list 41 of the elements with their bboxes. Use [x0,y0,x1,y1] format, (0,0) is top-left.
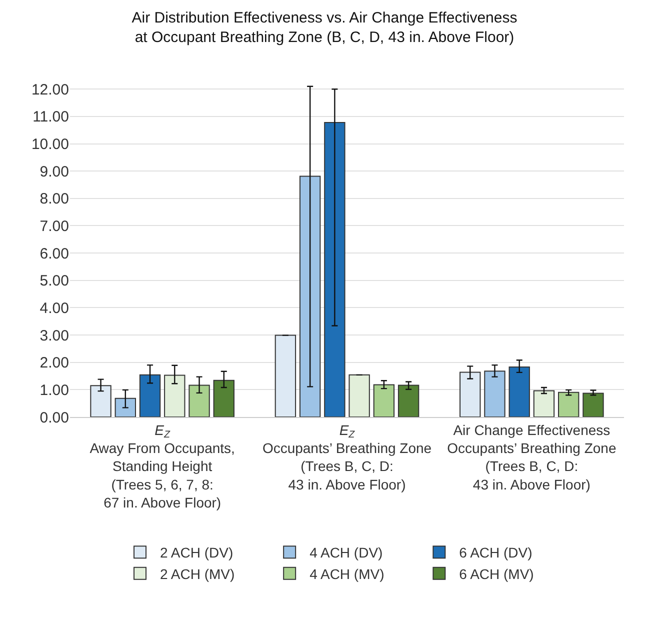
bar [398,384,420,417]
bar [188,384,210,417]
bar [558,392,580,417]
y-tick-label: 5.00 [40,272,69,290]
legend-label: 4 ACH (MV) [310,566,384,582]
bar [484,370,506,417]
y-tick-label: 7.00 [40,218,69,235]
bar [114,398,136,417]
legend-label: 2 ACH (DV) [160,544,234,561]
bar [533,390,555,417]
x-tick-label: E$_{Z}$ Away From Occupants, Standing Height (Trees 5, 6, 7, 8: 67 in. Above Floor) [90,422,235,511]
y-tick-label: 8.00 [40,190,69,208]
y-tick-label: 11.00 [32,108,69,126]
x-tick-label: Air Change Effectiveness Occupants’ Breathing Zone (Trees B, C, D: 43 in. Above Floor) [447,422,616,492]
bar [90,385,112,417]
y-tick-label: 10.00 [31,136,69,153]
bar [139,374,161,417]
legend-label: 6 ACH (DV) [459,544,532,561]
y-tick-label: 1.00 [40,382,69,399]
bar [582,392,604,417]
bar [164,374,186,417]
chart-title: Air Distribution Effectiveness vs. Air Change Effectiveness at Occupant Breathing Zone (B, C, D, 43 in. Above Floor) [132,9,518,46]
y-tick-label: 12.00 [31,81,69,98]
bar [508,366,530,417]
bar [373,384,395,417]
y-tick-label: 3.00 [40,327,69,344]
bar [348,374,370,417]
bar [299,176,321,417]
bar [460,372,481,417]
legend-label: 4 ACH (DV) [310,544,383,561]
y-tick-label: 6.00 [40,245,69,262]
y-tick-label: 2.00 [40,354,69,372]
legend-label: 2 ACH (MV) [160,566,235,582]
bar [274,334,296,417]
bar [324,122,346,417]
y-tick-label: 0.00 [40,409,69,426]
bar [213,380,234,417]
x-tick-label: E$_{Z}$ Occupants’ Breathing Zone (Trees B, C, D: 43 in. Above Floor) [262,422,432,492]
y-tick-label: 4.00 [40,300,69,317]
legend-label: 6 ACH (MV) [459,566,534,582]
y-tick-label: 9.00 [40,163,69,180]
